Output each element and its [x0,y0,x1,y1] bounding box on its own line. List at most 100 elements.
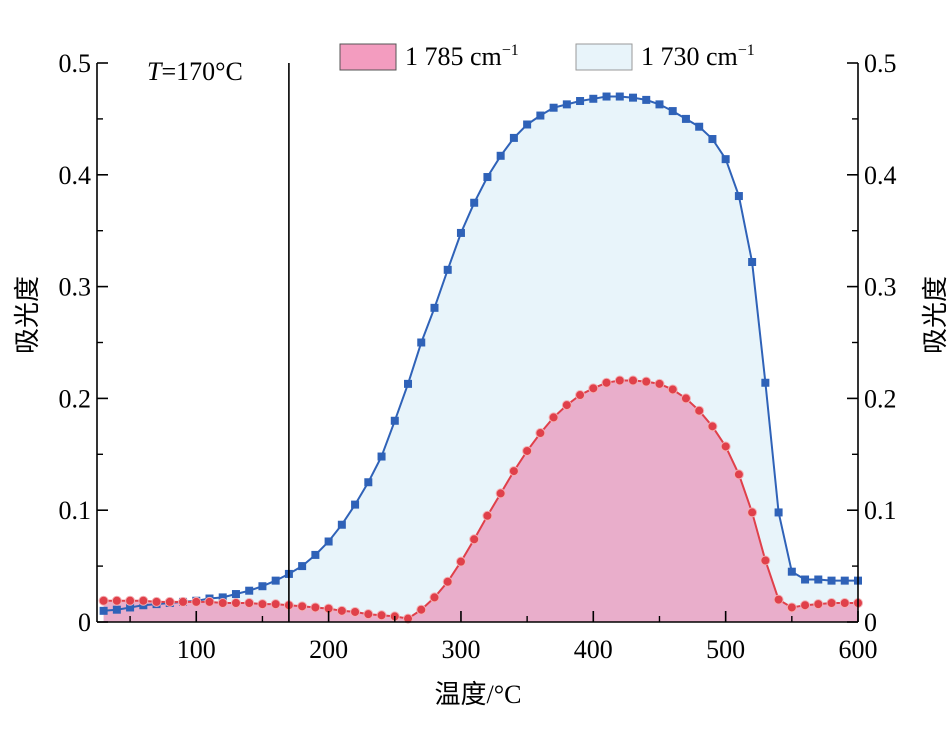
series-1785-point [747,507,758,518]
annotation-italic-t: T [147,57,163,86]
series-1785-point [125,595,136,606]
series-1730-point [245,586,254,595]
series-1730-point [231,590,240,599]
series-1785-point [151,596,162,607]
series-1730-point [655,100,664,109]
series-1785-point [588,383,599,394]
annotation-text-rest: =170°C [161,57,242,86]
series-1730-point [417,338,426,347]
series-1730-point [324,537,333,546]
series-1785-point [98,595,109,606]
legend: 1 785 cm−1 1 730 cm−1 [339,42,755,71]
x-tick-label: 300 [441,635,480,664]
y-tick-label-left: 0.5 [59,49,92,78]
legend-swatch-1785 [339,43,397,71]
series-1785-point [508,466,519,477]
series-1785-point [773,594,784,605]
y-tick-label-right: 0.3 [864,273,897,302]
series-1785-point [138,595,149,606]
series-1785-point [548,412,559,423]
series-1730-point [218,593,227,602]
series-1730-point [536,111,545,120]
series-1785-point [363,609,374,620]
series-1730-point [496,151,505,160]
legend-label-1785: 1 785 cm−1 [405,42,519,71]
series-1730-point [668,107,677,116]
series-1785-point [707,421,718,432]
series-1785-point [230,597,241,608]
x-tick-label: 600 [839,635,878,664]
series-1730-point [748,258,757,267]
series-1785-point [217,597,228,608]
series-1730-point [311,550,320,559]
annotation-label: T=170°C [147,57,243,86]
plot-area [98,92,863,624]
series-1730-point [629,93,638,102]
series-1785-point [628,375,639,386]
series-1730-point [456,228,465,237]
series-1730-point [364,478,373,487]
series-1730-point [576,97,585,106]
series-1785-point [786,602,797,613]
series-1785-point [535,428,546,439]
series-1785-point [469,534,480,545]
series-1730-point [549,103,558,112]
series-1730-point [602,92,611,101]
series-1730-point [377,452,386,461]
series-1785-point [244,597,255,608]
series-1730-point [589,94,598,103]
series-1785-point [495,488,506,499]
series-1785-point [297,601,308,612]
series-1785-point [482,510,493,521]
series-1785-point [442,576,453,587]
series-1730-point [351,500,360,509]
series-1730-point [787,567,796,576]
series-1785-point [455,556,466,567]
series-1730-point [258,582,267,591]
series-1785-point [800,600,811,611]
series-1730-point [642,95,651,104]
y-tick-label-left: 0.4 [59,161,92,190]
series-1785-point [813,599,824,610]
y-tick-label-right: 0 [864,608,877,637]
axes: 0 0 0.1 0.1 0.2 0.2 0.3 0.3 0.4 0.4 0.5 0.5 100 200 30… [59,49,897,664]
series-1785-point [654,378,665,389]
series-1730-point [814,575,823,584]
series-1730-point [271,576,280,585]
series-1785-point [667,384,678,395]
series-1730-point [126,603,135,612]
y-tick-label-right: 0.5 [864,49,897,78]
legend-swatch-1730 [575,43,633,71]
series-1785-point [641,376,652,387]
series-1785-point [601,377,612,388]
series-1785-point [429,592,440,603]
y-tick-label-left: 0 [78,608,91,637]
series-1785-point [694,405,705,416]
x-tick-label: 500 [706,635,745,664]
legend-label-1730: 1 730 cm−1 [641,42,755,71]
series-1785-point [270,599,281,610]
series-1730-point [734,192,743,201]
series-1730-point [721,155,730,164]
series-1785-point [178,596,189,607]
series-1730-point [840,576,849,585]
series-1730-line [103,95,858,612]
series-1730-point [483,173,492,182]
series-1730-point [112,605,121,614]
series-1785-point [680,393,691,404]
series-1785-point [257,599,268,610]
y-axis-title-left: 吸光度 [13,276,42,354]
series-1730-point [761,378,770,387]
series-1730-point [801,575,810,584]
y-tick-label-right: 0.1 [864,496,897,525]
series-1785-point [350,606,361,617]
series-1730-point [443,265,452,274]
series-1785-point [561,400,572,411]
y-tick-label-left: 0.3 [59,273,92,302]
series-1730-point [774,508,783,517]
series-1785-point [191,596,202,607]
y-tick-label-right: 0.2 [864,384,897,413]
series-1730-point [509,133,518,142]
y-tick-label-left: 0.1 [59,496,92,525]
